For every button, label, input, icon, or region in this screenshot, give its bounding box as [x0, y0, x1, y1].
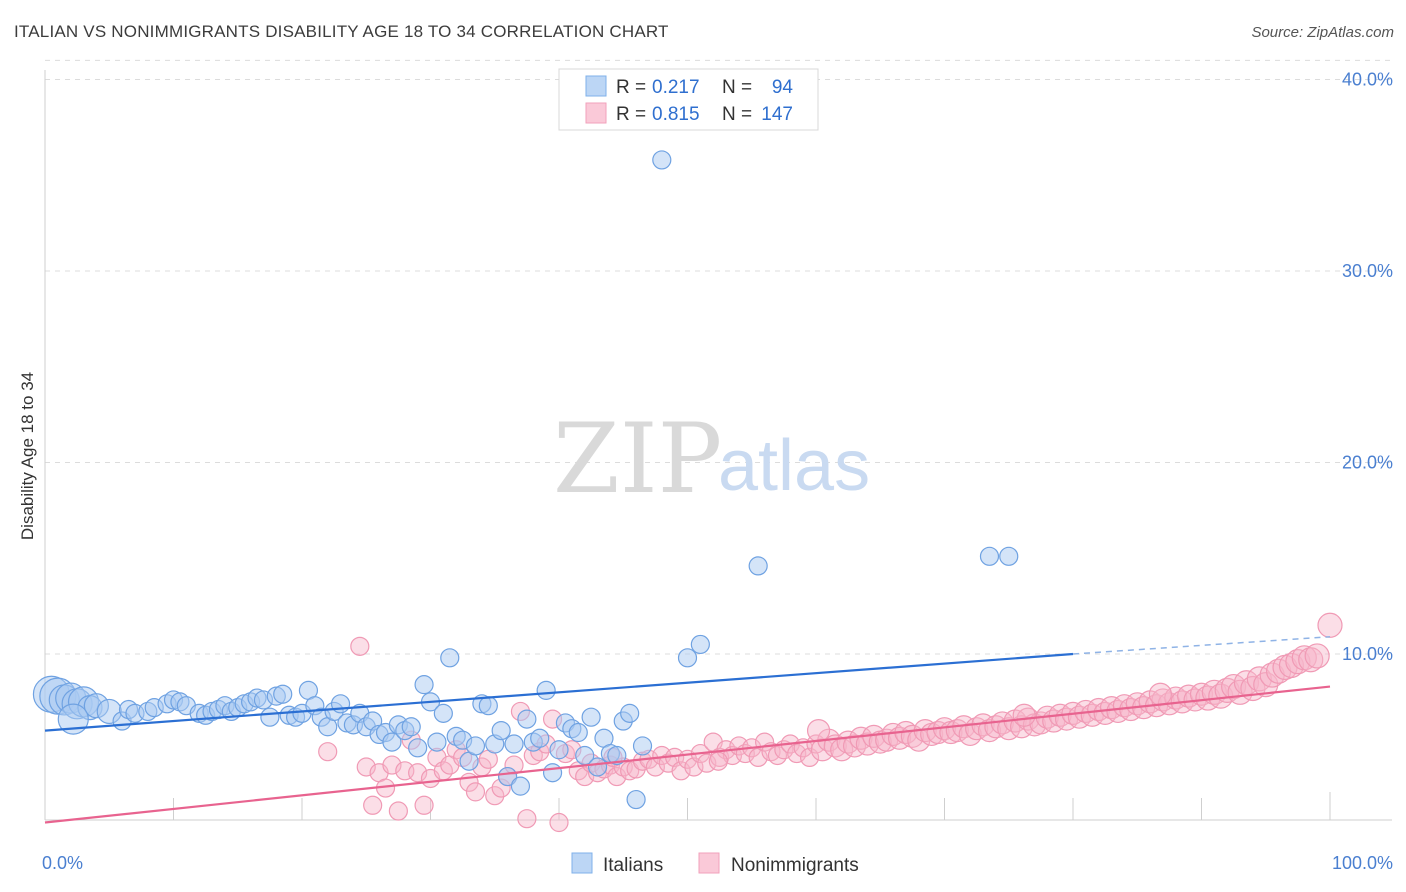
y-tick-label: 10.0% — [1342, 644, 1393, 664]
data-point-italians — [382, 732, 402, 752]
series-italians-points — [32, 150, 1019, 810]
data-point-italians — [260, 707, 280, 727]
grid-lines — [45, 59, 1392, 655]
y-tick-label: 20.0% — [1342, 453, 1393, 473]
data-point-italians — [510, 776, 531, 796]
data-point-italians — [979, 546, 1000, 566]
source-label: Source: ZipAtlas.com — [1251, 24, 1394, 41]
legend-swatch-italians — [585, 75, 607, 97]
watermark: ZIP atlas — [553, 403, 870, 515]
legend-n-value-2: 147 — [761, 104, 793, 125]
data-point-italians — [440, 648, 460, 668]
correlation-legend: R = 0.217 N = 94 R = 0.815 N = 147 — [558, 68, 819, 131]
data-point-italians — [542, 763, 563, 783]
bottom-legend-nonimmigrants: Nonimmigrants — [731, 855, 859, 876]
data-point-nonimmigrants — [414, 795, 434, 815]
y-axis-title: Disability Age 18 to 34 — [18, 372, 37, 540]
data-point-italians — [626, 789, 646, 810]
data-point-italians — [517, 709, 537, 729]
data-point-italians — [677, 648, 698, 668]
data-point-italians — [427, 732, 447, 752]
data-point-italians — [401, 717, 421, 737]
data-point-nonimmigrants — [977, 718, 1002, 743]
legend-n-label-1: N = — [722, 77, 752, 98]
watermark-zip: ZIP — [553, 403, 722, 515]
bottom-legend-italians: Italians — [603, 855, 663, 876]
data-point-nonimmigrants — [806, 718, 831, 743]
watermark-atlas: atlas — [718, 426, 870, 506]
legend-r-value-2: 0.815 — [652, 104, 700, 125]
bottom-legend-swatch-italians — [571, 852, 593, 874]
data-point-italians — [465, 736, 486, 756]
data-point-italians — [414, 675, 434, 695]
data-point-nonimmigrants — [1012, 703, 1036, 727]
legend-r-label-2: R = — [616, 104, 646, 125]
data-point-nonimmigrants — [1298, 647, 1324, 673]
legend-r-label-1: R = — [616, 77, 646, 98]
data-point-nonimmigrants — [1304, 643, 1330, 669]
legend-n-label-2: N = — [722, 104, 752, 125]
data-point-italians — [620, 703, 640, 723]
trend-lines — [44, 636, 1331, 824]
data-point-italians — [748, 556, 768, 576]
data-point-italians — [690, 634, 710, 655]
data-point-italians — [433, 703, 453, 723]
data-point-nonimmigrants — [671, 761, 691, 781]
bottom-legend-swatch-nonimmigrants — [698, 852, 720, 874]
data-point-italians — [587, 757, 608, 777]
data-point-nonimmigrants — [485, 786, 505, 806]
data-point-nonimmigrants — [1148, 682, 1172, 706]
data-point-nonimmigrants — [318, 742, 338, 762]
legend-n-value-1: 94 — [772, 77, 794, 98]
data-point-italians — [504, 734, 524, 754]
legend-swatch-nonimmigrants — [585, 102, 607, 124]
data-point-italians — [632, 736, 653, 756]
data-point-nonimmigrants — [388, 801, 408, 821]
data-point-nonimmigrants — [465, 782, 486, 802]
data-point-italians — [530, 728, 550, 748]
x-tick-label: 0.0% — [42, 853, 83, 873]
data-point-nonimmigrants — [363, 795, 383, 815]
y-tick-label: 40.0% — [1342, 70, 1393, 90]
data-point-nonimmigrants — [350, 636, 370, 656]
series-legend: Italians Nonimmigrants — [571, 852, 859, 876]
data-point-italians — [607, 745, 627, 766]
data-point-nonimmigrants — [708, 751, 728, 771]
legend-r-value-1: 0.217 — [652, 77, 700, 98]
data-point-italians — [999, 546, 1019, 566]
data-point-italians — [273, 684, 293, 704]
data-point-italians — [478, 696, 498, 716]
data-point-italians — [57, 703, 89, 735]
data-point-italians — [652, 150, 672, 170]
data-point-italians — [568, 722, 588, 743]
trend-line-italians — [44, 652, 1074, 732]
trend-line-italians-extension — [1072, 636, 1331, 655]
tick-labels: 10.0% 20.0% 30.0% 40.0% 0.0% 100.0% — [42, 70, 1393, 874]
data-point-italians — [491, 720, 511, 741]
y-tick-label: 30.0% — [1342, 261, 1393, 281]
data-point-nonimmigrants — [549, 812, 569, 833]
data-point-nonimmigrants — [1285, 649, 1311, 675]
trend-line-nonimmigrants — [44, 685, 1331, 824]
data-point-nonimmigrants — [517, 809, 537, 829]
data-point-italians — [408, 738, 428, 758]
data-point-italians — [549, 740, 569, 760]
data-point-italians — [581, 707, 601, 727]
data-point-italians — [536, 680, 556, 700]
x-tick-label: 100.0% — [1332, 853, 1393, 873]
data-point-nonimmigrants — [1278, 652, 1305, 679]
chart-title: ITALIAN VS NONIMMIGRANTS DISABILITY AGE … — [14, 22, 669, 41]
data-point-nonimmigrants — [1317, 612, 1343, 638]
